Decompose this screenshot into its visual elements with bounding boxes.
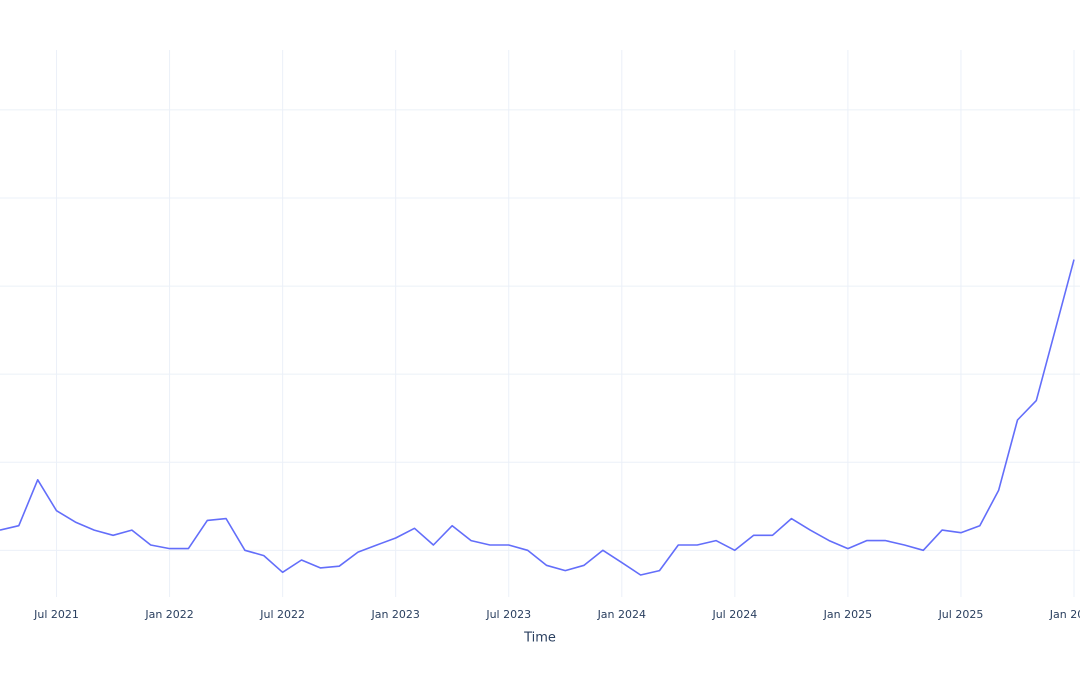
x-tick-label: Jan 2024 [597, 608, 646, 621]
x-axis-title: Time [523, 631, 556, 646]
x-tick-label: Jul 2021 [33, 608, 79, 621]
x-tick-label: Jul 2022 [259, 608, 305, 621]
x-tick-label: Jan 2025 [823, 608, 872, 621]
x-tick-label: Jul 2023 [485, 608, 531, 621]
x-tick-label: Jan 2022 [144, 608, 193, 621]
data-line [0, 259, 1075, 576]
x-tick-label: Jan 2026 [1049, 608, 1080, 621]
x-tick-label: Jan 2023 [370, 608, 419, 621]
x-tick-label: Jul 2024 [711, 608, 757, 621]
x-tick-label: Jul 2025 [938, 608, 984, 621]
